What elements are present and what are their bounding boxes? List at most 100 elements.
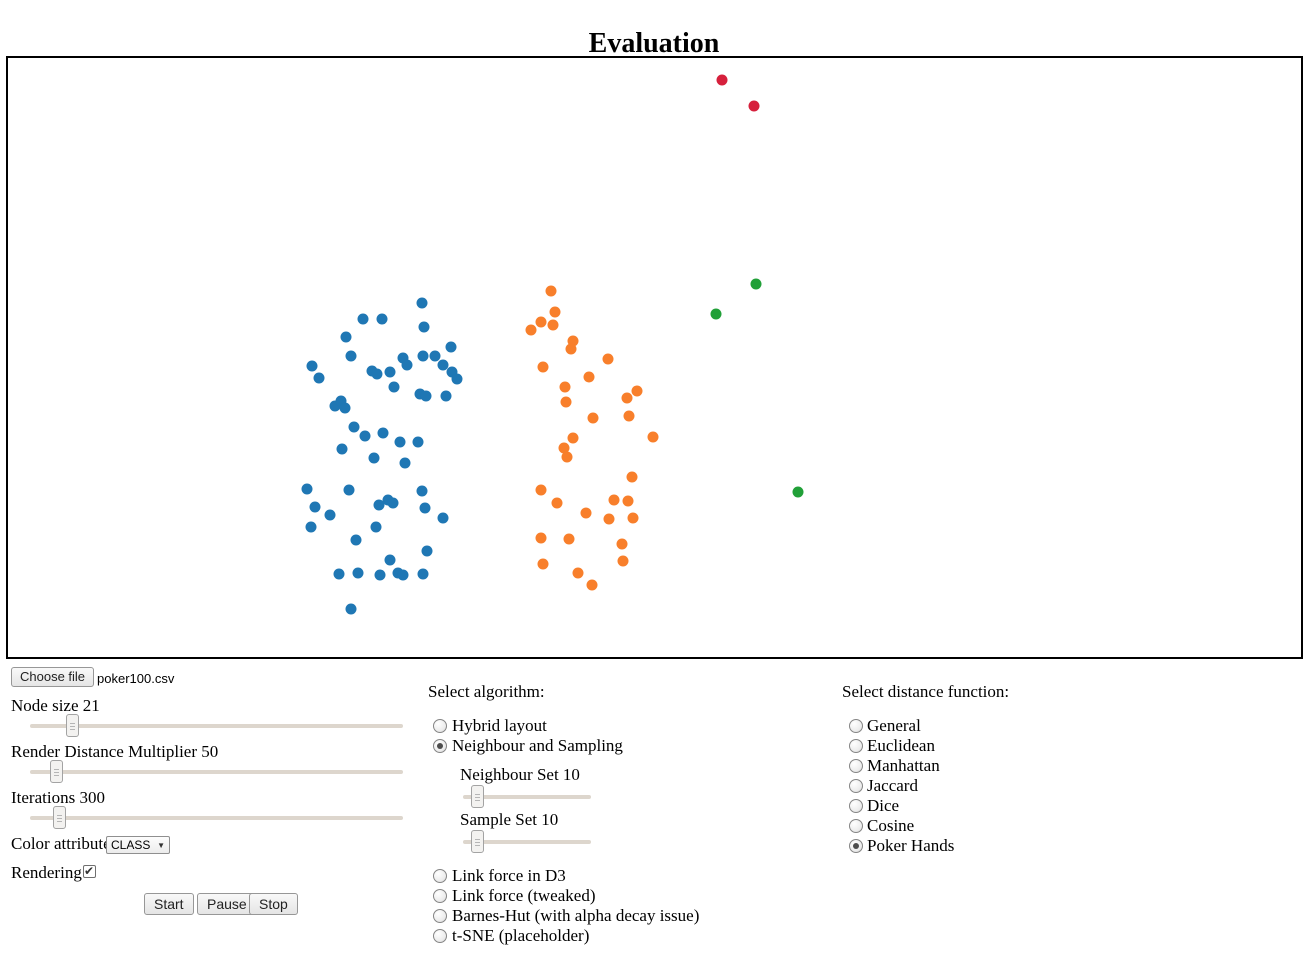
data-point [563, 533, 575, 545]
data-point [567, 335, 579, 347]
slider-track [463, 795, 591, 799]
data-point [336, 443, 348, 455]
pause-button[interactable]: Pause [197, 893, 257, 915]
sample-set-label: Sample Set 10 [460, 810, 559, 829]
data-point [420, 390, 432, 402]
radio-label: Euclidean [867, 736, 935, 755]
data-point [572, 567, 584, 579]
data-point [710, 308, 722, 320]
data-point [345, 350, 357, 362]
slider-thumb[interactable] [49, 760, 63, 783]
data-point [445, 341, 457, 353]
data-point [421, 545, 433, 557]
radio-option-euclidean[interactable]: Euclidean [849, 736, 954, 756]
radio-label: Barnes-Hut (with alpha decay issue) [452, 906, 700, 925]
radio-option-link-force-tweaked-[interactable]: Link force (tweaked) [433, 886, 699, 906]
render-distance-slider[interactable] [30, 760, 403, 783]
data-point [627, 512, 639, 524]
data-point [401, 359, 413, 371]
page-title: Evaluation [588, 27, 720, 59]
radio-option-t-sne-placeholder-[interactable]: t-SNE (placeholder) [433, 926, 699, 946]
data-point [440, 390, 452, 402]
radio-icon [849, 799, 863, 813]
data-point [616, 538, 628, 550]
radio-icon [433, 889, 447, 903]
radio-option-general[interactable]: General [849, 716, 954, 736]
radio-icon [849, 719, 863, 733]
sample-set-slider[interactable] [463, 830, 591, 853]
data-point [348, 421, 360, 433]
data-point [623, 410, 635, 422]
data-point [437, 512, 449, 524]
slider-thumb[interactable] [471, 785, 485, 808]
data-point [394, 436, 406, 448]
start-button[interactable]: Start [144, 893, 194, 915]
data-point [547, 319, 559, 331]
radio-option-neighbour-and-sampling[interactable]: Neighbour and Sampling [433, 736, 623, 756]
distance-heading: Select distance function: [842, 682, 1010, 701]
data-point [384, 554, 396, 566]
data-point [535, 316, 547, 328]
rendering-checkbox[interactable] [83, 864, 96, 878]
data-point [417, 350, 429, 362]
radio-option-dice[interactable]: Dice [849, 796, 954, 816]
radio-label: Cosine [867, 816, 915, 835]
data-point [388, 381, 400, 393]
data-point [621, 392, 633, 404]
radio-icon [433, 929, 447, 943]
radio-option-cosine[interactable]: Cosine [849, 816, 954, 836]
data-point [565, 343, 577, 355]
neighbour-set-slider[interactable] [463, 785, 591, 808]
radio-icon [433, 909, 447, 923]
algorithm-options-bottom: Link force in D3 Link force (tweaked) Barn… [433, 866, 699, 946]
radio-label: Hybrid layout [452, 716, 547, 735]
data-point [716, 74, 728, 86]
slider-thumb[interactable] [471, 830, 485, 853]
data-point [608, 494, 620, 506]
data-point [437, 359, 449, 371]
radio-icon [433, 719, 447, 733]
iterations-slider[interactable] [30, 806, 403, 829]
radio-option-barnes-hut-with-alpha-decay-issue-[interactable]: Barnes-Hut (with alpha decay issue) [433, 906, 699, 926]
stop-button[interactable]: Stop [249, 893, 298, 915]
slider-thumb[interactable] [66, 714, 79, 737]
iterations-label: Iterations 300 [11, 788, 105, 807]
radio-option-link-force-in-d3[interactable]: Link force in D3 [433, 866, 699, 886]
radio-label: Link force (tweaked) [452, 886, 596, 905]
data-point [416, 485, 428, 497]
data-point [313, 372, 325, 384]
radio-option-manhattan[interactable]: Manhattan [849, 756, 954, 776]
radio-option-poker-hands[interactable]: Poker Hands [849, 836, 954, 856]
data-point [399, 457, 411, 469]
data-point [748, 100, 760, 112]
visualization-canvas[interactable] [6, 56, 1303, 659]
data-point [647, 431, 659, 443]
data-point [587, 412, 599, 424]
data-point [412, 436, 424, 448]
data-point [352, 567, 364, 579]
data-point [626, 471, 638, 483]
slider-thumb[interactable] [53, 806, 67, 829]
radio-label: Link force in D3 [452, 866, 566, 885]
data-point [343, 484, 355, 496]
data-point [384, 366, 396, 378]
data-point [429, 350, 441, 362]
color-attribute-select[interactable]: CLASS ▼ [106, 836, 170, 854]
data-point [580, 507, 592, 519]
data-point [545, 285, 557, 297]
node-size-slider[interactable] [30, 714, 403, 737]
radio-option-hybrid-layout[interactable]: Hybrid layout [433, 716, 623, 736]
data-point [617, 555, 629, 567]
chevron-down-icon: ▼ [157, 840, 165, 850]
data-point [340, 331, 352, 343]
data-point [371, 368, 383, 380]
data-point [451, 373, 463, 385]
data-point [377, 427, 389, 439]
radio-icon [433, 739, 447, 753]
radio-option-jaccard[interactable]: Jaccard [849, 776, 954, 796]
data-point [397, 569, 409, 581]
choose-file-button[interactable]: Choose file [11, 667, 95, 687]
radio-label: Neighbour and Sampling [452, 736, 623, 755]
radio-label: Manhattan [867, 756, 940, 775]
render-distance-label: Render Distance Multiplier 50 [11, 742, 219, 761]
